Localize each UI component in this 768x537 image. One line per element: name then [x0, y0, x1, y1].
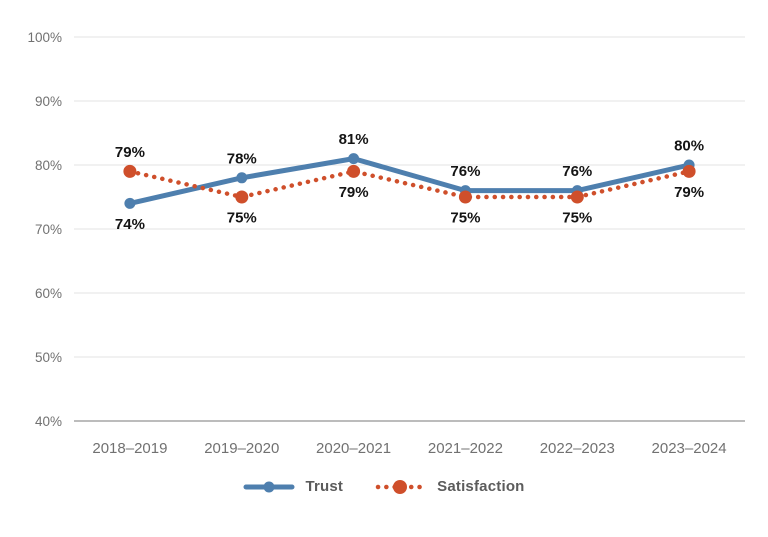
satisfaction-data-label-5: 79%	[674, 184, 704, 201]
satisfaction-data-label-1: 75%	[227, 210, 257, 227]
y-axis-tick-label: 80%	[35, 158, 62, 173]
legend-label-trust: Trust	[305, 478, 344, 495]
chart-plot-area: 100% 90% 80% 70% 60% 50% 40% 2018–2019 2019–2020…	[27, 30, 745, 457]
legend-item-satisfaction: Satisfaction	[373, 478, 524, 495]
chart-legend: Trust Satisfaction	[0, 478, 768, 495]
x-axis-tick-label: 2018–2019	[92, 440, 167, 457]
satisfaction-data-point-2	[347, 164, 361, 178]
x-axis-tick-label: 2023–2024	[652, 440, 727, 457]
x-axis-tick-label: 2019–2020	[204, 440, 279, 457]
satisfaction-data-point-0	[123, 164, 137, 178]
trust-data-label-2: 81%	[339, 131, 369, 148]
y-axis-tick-label: 100%	[27, 30, 62, 45]
trust-data-point-1	[236, 172, 248, 184]
trust-data-label-5: 80%	[674, 138, 704, 155]
satisfaction-data-point-1	[235, 190, 249, 204]
trust-data-label-1: 78%	[227, 150, 257, 167]
y-axis-tick-label: 70%	[35, 222, 62, 237]
trust-data-label-3: 76%	[450, 163, 480, 180]
trust-legend-dot	[263, 481, 275, 492]
satisfaction-legend-dot	[393, 479, 408, 494]
trust-data-label-4: 76%	[562, 163, 592, 180]
satisfaction-data-point-5	[682, 164, 696, 178]
satisfaction-data-label-2: 79%	[339, 184, 369, 201]
x-axis-tick-label: 2020–2021	[316, 440, 391, 457]
legend-item-trust: Trust	[243, 478, 343, 495]
trust-data-point-0	[124, 197, 136, 209]
satisfaction-line-series	[127, 169, 692, 200]
satisfaction-data-label-0: 79%	[115, 144, 145, 161]
legend-label-satisfaction: Satisfaction	[437, 478, 525, 495]
trust-solid-line-marker-icon	[243, 481, 295, 492]
satisfaction-data-label-4: 75%	[562, 210, 592, 227]
trust-data-label-0: 74%	[115, 216, 145, 233]
satisfaction-data-point-4	[570, 190, 584, 204]
y-axis-tick-label: 90%	[35, 94, 62, 109]
y-axis-tick-label: 60%	[35, 286, 62, 301]
trust-line-series	[127, 156, 692, 206]
x-axis-tick-label: 2021–2022	[428, 440, 503, 457]
x-axis-tick-label: 2022–2023	[540, 440, 615, 457]
trust-data-point-2	[348, 153, 360, 165]
satisfaction-data-point-3	[458, 190, 472, 204]
satisfaction-data-label-3: 75%	[450, 210, 480, 227]
y-axis-tick-label: 50%	[35, 350, 62, 365]
satisfaction-dotted-line-marker-icon	[375, 479, 425, 494]
y-axis-tick-label: 40%	[35, 414, 62, 429]
